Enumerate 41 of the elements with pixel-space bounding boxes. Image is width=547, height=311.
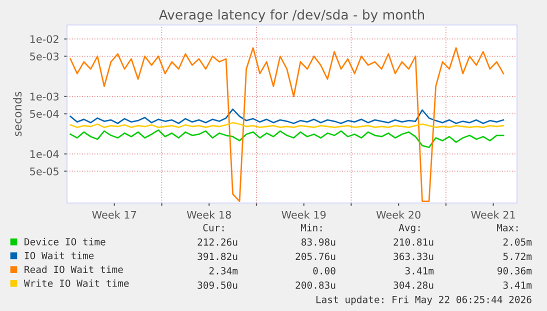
legend-label: IO Wait time [24,252,94,260]
text: 2.34m [209,267,238,274]
y-tick-label: 1e-04 [30,150,59,158]
text: 5.72m [503,252,532,260]
text: 391.82u [198,252,238,260]
y-tick-label: 1e-03 [30,92,59,101]
text: Min: [300,224,322,232]
text: Max: [496,224,518,232]
x-tick-label: Week 18 [186,210,231,219]
y-tick-label: 5e-05 [30,167,58,176]
text: 90.36m [497,267,532,274]
line-series [70,47,504,202]
text: Last update: Fri May 22 06:25:44 2026 [316,296,532,306]
legend-label: Write IO Wait time [24,279,129,287]
text: 3.41m [405,267,434,274]
legend-label: Read IO Wait time [24,266,123,274]
y-tick-label: 5e-03 [30,52,59,60]
text: 309.50u [198,281,238,289]
text: 363.33u [394,252,434,260]
text: 2.05m [503,238,532,246]
legend-label: Device IO time [24,238,106,246]
text: Cur: [203,224,224,232]
text: 304.28u [394,281,434,289]
y-tick-label: 5e-04 [30,110,59,118]
line-series [70,108,504,124]
text: 0.00 [313,267,336,274]
text: 212.26u [198,238,238,246]
text: 3.41m [503,281,532,289]
x-tick-label: Week 21 [471,210,515,219]
y-tick-label: 1e-02 [30,35,58,44]
x-tick-label: Week 17 [92,210,136,219]
x-tick-label: Week 20 [376,210,420,219]
x-tick-label: Week 19 [282,210,326,219]
text: 83.98u [302,238,336,246]
line-series [70,129,504,148]
text: Avg: [398,224,420,234]
text: 200.83u [296,281,336,289]
text: 210.81u [394,238,434,246]
y-axis-title: seconds [13,92,22,136]
chart-title: Average latency for /dev/sda - by month [158,9,424,22]
text: 205.76u [296,252,336,260]
